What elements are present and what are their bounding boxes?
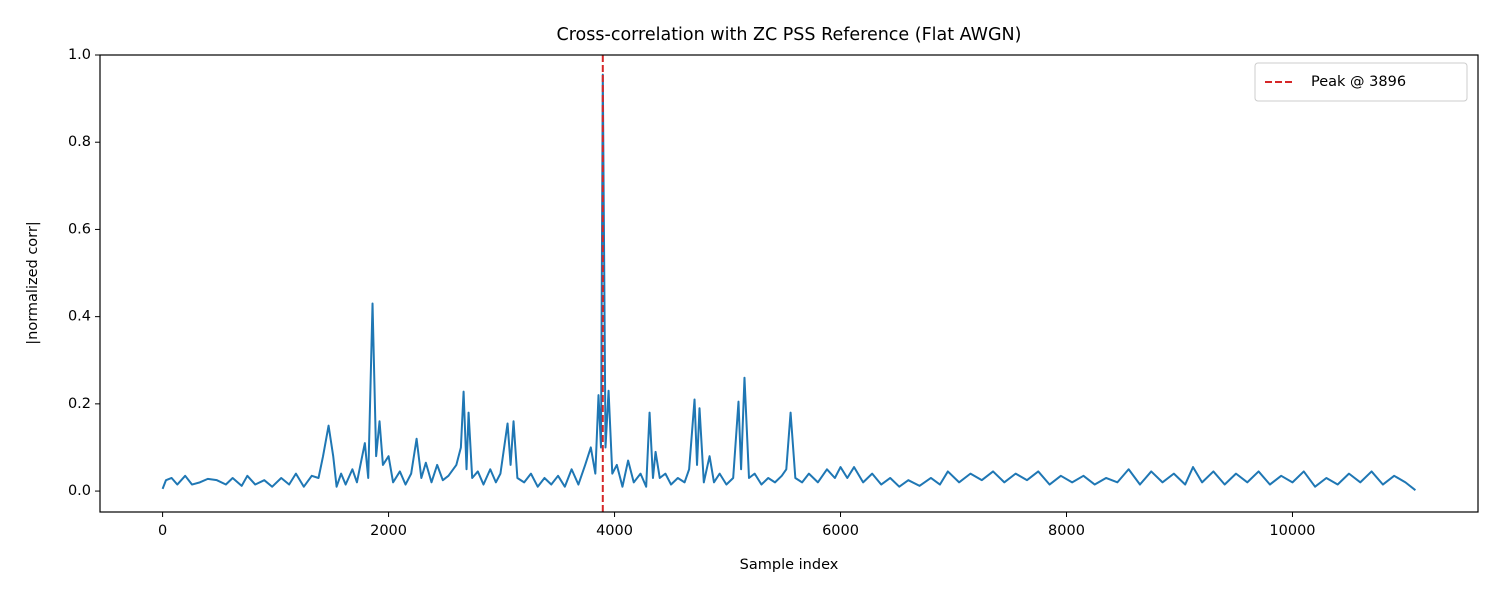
x-tick-label: 10000 <box>1269 523 1315 539</box>
x-tick-label: 6000 <box>822 523 859 539</box>
legend-box <box>1254 62 1468 102</box>
y-tick-label: 0.0 <box>68 483 91 499</box>
y-tick-label: 0.6 <box>68 221 91 237</box>
y-tick-label: 0.4 <box>68 309 91 325</box>
x-tick-label: 8000 <box>1048 523 1085 539</box>
legend-label: Peak @ 3896 <box>1311 74 1406 90</box>
y-axis-label: |normalized corr| <box>25 221 41 344</box>
data-line <box>161 73 1417 491</box>
y-tick-label: 0.8 <box>68 134 91 150</box>
x-tick-label: 2000 <box>370 523 407 539</box>
y-tick-label: 1.0 <box>68 47 91 63</box>
x-axis-label: Sample index <box>740 557 839 573</box>
y-tick-label: 0.2 <box>68 396 91 412</box>
plot-frame <box>99 54 1479 513</box>
x-tick-label: 4000 <box>596 523 633 539</box>
chart-title: Cross-correlation with ZC PSS Reference … <box>557 25 1022 45</box>
x-tick-label: 0 <box>158 523 167 539</box>
